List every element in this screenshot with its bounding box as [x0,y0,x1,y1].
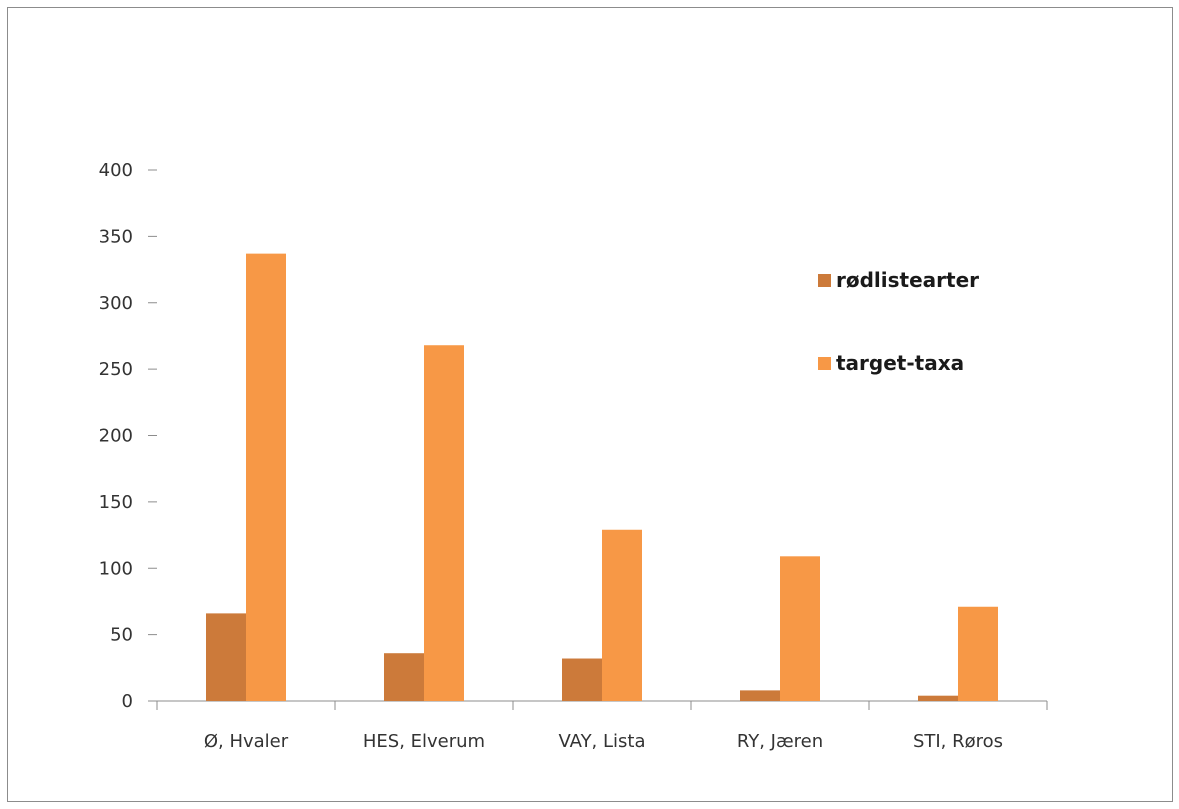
y-tick-label: 350 [99,226,133,247]
x-tick-label: Ø, Hvaler [204,731,289,752]
legend-swatch [818,274,831,287]
bar-rødlistearter [562,658,602,701]
y-tick-label: 100 [99,558,133,579]
legend-label: rødlistearter [836,268,979,292]
bar-target-taxa [246,253,286,701]
x-tick-label: VAY, Lista [558,731,645,752]
y-tick-label: 300 [99,293,133,314]
bar-rødlistearter [918,695,958,701]
x-tick-label: RY, Jæren [737,731,823,752]
bar-target-taxa [958,606,998,701]
x-axis: Ø, Hvaler HES, Elverum VAY, Lista RY, Jæren… [148,700,1048,752]
y-tick-label: 150 [99,492,133,513]
y-tick-label: 400 [99,160,133,181]
bars [206,253,998,701]
legend-label: target-taxa [836,351,964,375]
bar-rødlistearter [384,653,424,701]
legend: rødlistearter target-taxa [818,268,979,375]
y-axis: 0 50 100 150 200 250 300 350 400 [99,160,157,712]
bar-rødlistearter [206,613,246,701]
bar-rødlistearter [740,690,780,701]
x-tick-label: HES, Elverum [363,731,485,752]
y-tick-label: 250 [99,359,133,380]
y-tick-label: 0 [122,691,133,712]
legend-swatch [818,357,831,370]
y-tick-label: 50 [110,625,133,646]
y-tick-label: 200 [99,426,133,447]
bar-target-taxa [602,529,642,701]
bar-target-taxa [424,345,464,701]
x-tick-label: STI, Røros [913,731,1003,752]
bar-target-taxa [780,556,820,701]
